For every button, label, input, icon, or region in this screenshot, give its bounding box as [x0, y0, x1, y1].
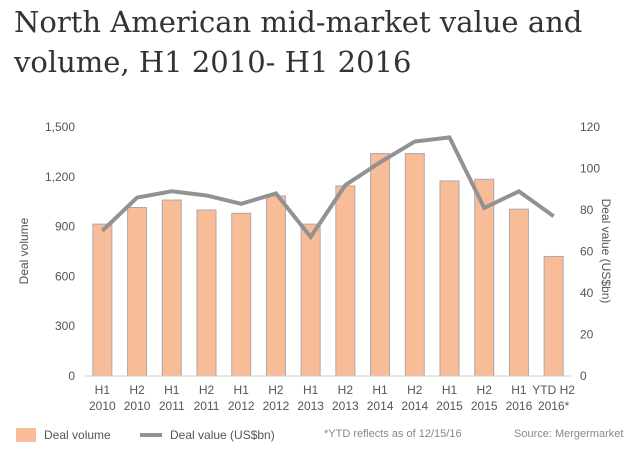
x-tick-label: H1: [442, 383, 458, 397]
x-tick-label: H1: [164, 383, 180, 397]
x-tick-label: 2013: [297, 399, 324, 413]
x-tick-label: H1: [95, 383, 111, 397]
y-tick-label: 1,200: [45, 170, 75, 184]
x-tick-label: 2015: [471, 399, 498, 413]
x-tick-label: 2012: [263, 399, 290, 413]
x-tick-label: 2011: [159, 399, 185, 413]
legend-swatch-line: [140, 433, 162, 437]
x-tick-label: 2016*: [538, 399, 570, 413]
bar: [92, 223, 113, 377]
y-tick-label: 1,500: [45, 120, 75, 134]
bar: [404, 153, 425, 377]
y-tick-label: 900: [55, 220, 75, 234]
x-tick-label: 2013: [332, 399, 359, 413]
x-tick-label: 2016: [506, 399, 533, 413]
bar: [196, 209, 217, 377]
source: Source: Mergermarket: [514, 428, 624, 440]
x-tick-label: H2: [477, 383, 493, 397]
bar: [439, 180, 460, 377]
x-tick-label: H2: [338, 383, 354, 397]
footnote: *YTD reflects as of 12/15/16: [324, 428, 462, 440]
value-line: [100, 135, 555, 241]
y-tick-label: 0: [68, 369, 75, 383]
bar: [127, 207, 148, 377]
y2-tick-label: 20: [580, 328, 594, 342]
legend-label: Deal volume: [44, 428, 111, 442]
x-tick-label: 2012: [228, 399, 255, 413]
x-tick-label: H1: [511, 383, 527, 397]
x-tick-label: 2010: [124, 399, 151, 413]
y2-tick-label: 80: [580, 203, 594, 217]
y2-tick-label: 0: [580, 369, 587, 383]
y-axis-label: Deal volume: [17, 217, 31, 284]
x-tick-label: 2011: [194, 399, 220, 413]
x-tick-label: YTD H2: [532, 383, 575, 397]
x-tick-label: 2010: [89, 399, 116, 413]
x-tick-label: H2: [129, 383, 145, 397]
x-tick-label: 2014: [401, 399, 428, 413]
x-tick-label: H2: [199, 383, 215, 397]
legend-swatch-bar: [16, 428, 36, 442]
y2-tick-label: 40: [580, 286, 594, 300]
bar: [508, 208, 529, 377]
bar: [300, 223, 321, 377]
bar: [370, 153, 391, 377]
y-tick-label: 600: [55, 269, 75, 283]
y2-tick-label: 60: [580, 245, 594, 259]
bar: [335, 185, 356, 377]
x-tick-label: 2014: [367, 399, 394, 413]
y2-tick-label: 120: [580, 120, 600, 134]
y2-axis-label: Deal value (US$bn): [599, 199, 613, 304]
x-tick-label: H2: [268, 383, 284, 397]
bar: [161, 199, 182, 377]
y-tick-label: 300: [55, 319, 75, 333]
bar: [231, 212, 252, 377]
chart-title: North American mid-market value and volu…: [14, 5, 583, 79]
x-tick-label: H1: [234, 383, 250, 397]
x-tick-label: H1: [372, 383, 388, 397]
x-tick-label: H2: [407, 383, 423, 397]
x-tick-label: 2015: [436, 399, 463, 413]
x-tick-label: H1: [303, 383, 319, 397]
legend-label: Deal value (US$bn): [170, 428, 275, 442]
legend-item-deal-volume: Deal volume: [16, 428, 111, 442]
bar: [265, 195, 286, 377]
y2-tick-label: 100: [580, 162, 600, 176]
bar: [543, 255, 564, 377]
legend-item-deal-value: Deal value (US$bn): [140, 428, 275, 442]
